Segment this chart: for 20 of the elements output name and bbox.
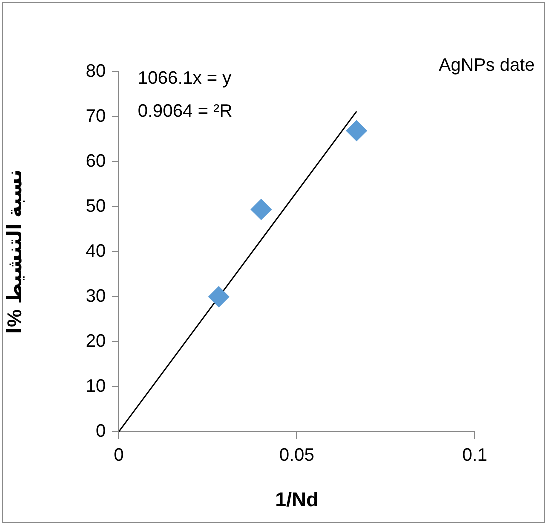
y-tick-label: 0: [96, 420, 106, 441]
y-tick-label: 70: [86, 106, 106, 126]
x-tick-label: 0.05: [279, 444, 315, 465]
y-tick-label: 10: [86, 376, 106, 396]
annotation: 0.9064 = ²R: [138, 100, 233, 121]
y-tick-label: 60: [86, 150, 106, 171]
y-tick-label: 20: [86, 330, 106, 351]
y-axis-title: نسبة التنشيط %ا: [4, 170, 27, 334]
x-axis-title: 1/Nd: [275, 490, 319, 512]
y-tick-label: 80: [86, 60, 106, 81]
y-tick-label: 30: [86, 286, 106, 306]
y-tick-label: 50: [86, 196, 106, 216]
point: [208, 286, 230, 308]
x-tick-label: 0.1: [462, 444, 488, 465]
annotation: 1066.1x = y: [138, 68, 232, 88]
y-tick-label: 40: [86, 240, 106, 261]
point: [250, 199, 272, 220]
x-tick-label: 0: [114, 444, 124, 465]
chart-title: AgNPs date: [438, 54, 535, 75]
point: [346, 120, 368, 142]
